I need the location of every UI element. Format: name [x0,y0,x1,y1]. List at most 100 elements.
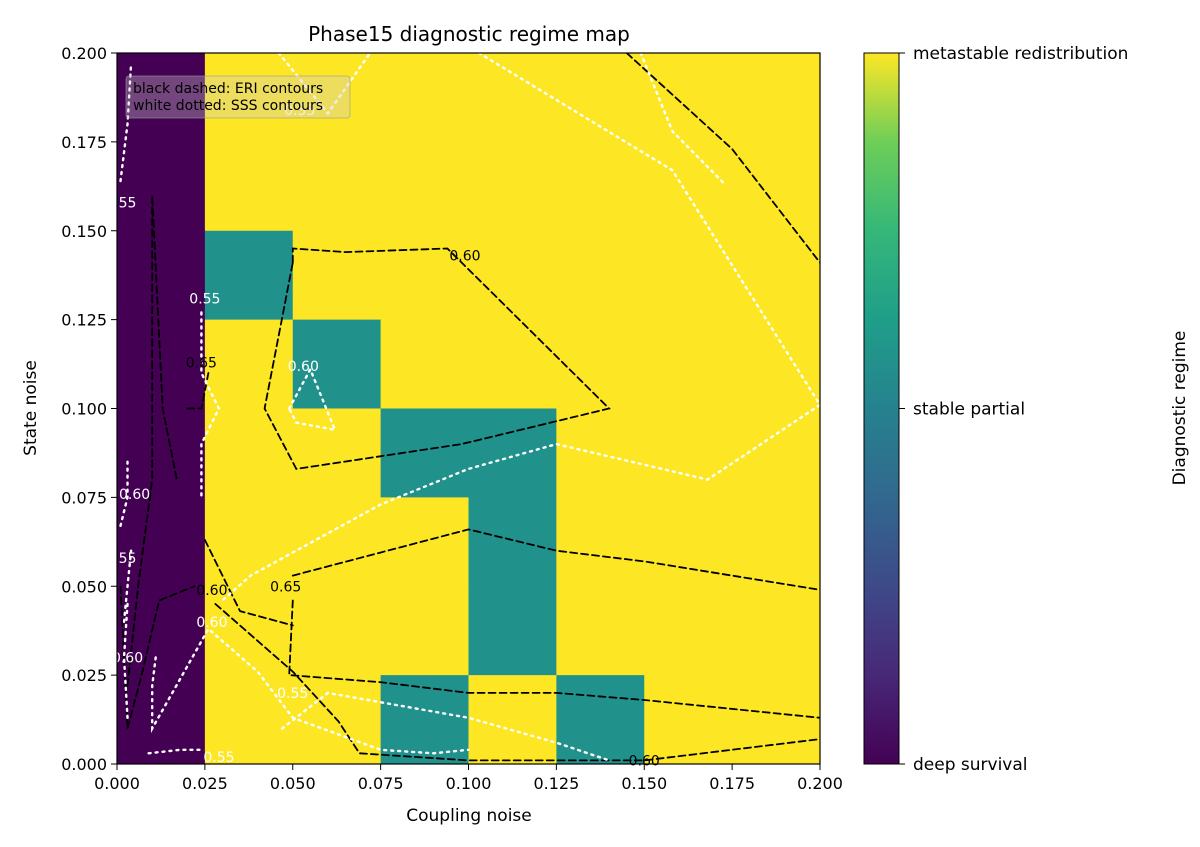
heatmap-cell [468,675,557,764]
colorbar-ticks: deep survival stable partial metastable re… [899,44,1128,775]
chart-title: Phase15 diagnostic regime map [308,22,630,46]
x-tick-label: 0.000 [94,774,140,793]
eri-contour-line [625,53,820,264]
eri-contour-label: 0.65 [186,355,217,371]
heatmap-cell [732,141,820,232]
sss-contour-line [122,549,133,623]
heatmap-cell [556,319,645,410]
heatmap-cell [117,141,206,232]
sss-contour-line [281,691,611,762]
heatmap-cell [204,53,294,143]
y-tick-label: 0.200 [61,44,107,63]
heatmap-cell [644,141,733,232]
heatmap-cells [117,53,820,764]
heatmap-cell [732,53,820,143]
eri-contours [119,53,820,762]
y-tick-label: 0.000 [61,755,107,774]
x-tick-label: 0.025 [182,774,228,793]
heatmap-cell [380,141,470,232]
sss-contour-line [122,602,129,719]
colorbar-tick-label: stable partial [913,400,1025,420]
y-tick-label: 0.125 [61,311,107,330]
legend-line-eri: black dashed: ERI contours [133,81,323,97]
heatmap-cell [644,408,733,498]
eri-contour-line [291,528,820,591]
heatmap-cell [468,141,557,232]
x-tick-label: 0.175 [709,774,755,793]
eri-contour-line [186,372,210,410]
eri-contour-line [204,539,294,627]
x-tick-label: 0.050 [270,774,316,793]
heatmap-cell [117,675,206,764]
eri-contour-line [288,599,820,719]
sss-contour-label: 0.60 [112,650,143,666]
sss-contour-label: 0.55 [277,686,308,702]
heatmap-cell [204,230,294,321]
heatmap-cell [117,230,206,321]
heatmap-cell [117,408,206,498]
legend-background [125,75,351,119]
heatmap-cell [556,497,645,587]
eri-contour-line [214,603,820,762]
heatmap-cell [468,497,557,587]
y-axis-ticks: 0.000 0.025 0.050 0.075 0.100 0.125 0.150 0.175… [61,44,117,774]
sss-contour-line [639,53,727,186]
y-tick-label: 0.150 [61,222,107,241]
eri-contour-label: 0.60 [449,249,480,265]
colorbar-tick-label: deep survival [913,755,1028,775]
heatmap-cell [204,586,294,676]
sss-contour-label: 0.55 [189,291,220,307]
x-tick-label: 0.075 [358,774,404,793]
sss-contour-line [277,53,372,116]
sss-contour-line [200,311,221,499]
y-tick-label: 0.050 [61,577,107,596]
heatmap-cell [556,586,645,676]
heatmap-cell [380,319,470,410]
heatmap-cell [644,319,733,410]
x-tick-label: 0.150 [621,774,667,793]
heatmap-cell [556,53,645,143]
heatmap-cell [468,230,557,321]
heatmap-cell [204,675,294,764]
heatmap-cell [468,408,557,498]
contour-labels: 0.60 0.65 0.60 0.65 0.60 0.55 0.60 0.55 0.55 0.60… [112,103,660,770]
heatmap-cell [292,53,382,143]
eri-contour-label: 0.65 [270,579,301,595]
sss-contour-label: 0.55 [203,750,234,766]
y-tick-label: 0.025 [61,666,107,685]
heatmap-cell [292,141,382,232]
heatmap-cell [644,497,733,587]
x-tick-label: 0.125 [533,774,579,793]
x-axis-label: Coupling noise [406,806,531,826]
sss-contour-label: 0.60 [119,487,150,503]
heatmap-cell [204,141,294,232]
sss-contours [119,53,820,762]
heatmap-cell [468,319,557,410]
heatmap-cell [556,141,645,232]
heatmap-cell [380,230,470,321]
heatmap-cell [644,586,733,676]
sss-contour-label: 0.60 [196,615,227,631]
heatmap-cell [380,408,470,498]
sss-contour-line [151,627,470,755]
heatmap-cell [732,497,820,587]
eri-contour-label: 0.60 [196,583,227,599]
heatmap-cell [204,408,294,498]
x-tick-label: 0.100 [446,774,492,793]
eri-contour-line [263,247,611,470]
heatmap-cell [644,675,733,764]
heatmap-cell [204,497,294,587]
y-tick-label: 0.075 [61,488,107,507]
sss-contour-label: 55 [119,195,137,211]
heatmap-cell [380,586,470,676]
heatmap-cell [732,675,820,764]
heatmap-cell [380,675,470,764]
heatmap-cell [556,230,645,321]
heatmap-cell [292,319,382,410]
x-axis-ticks: 0.000 0.025 0.050 0.075 0.100 0.125 0.150 0.175… [94,764,843,793]
heatmap-cell [644,53,733,143]
heatmap-cell [292,586,382,676]
sss-contour-label: 55 [119,551,137,567]
heatmap-cell [556,675,645,764]
